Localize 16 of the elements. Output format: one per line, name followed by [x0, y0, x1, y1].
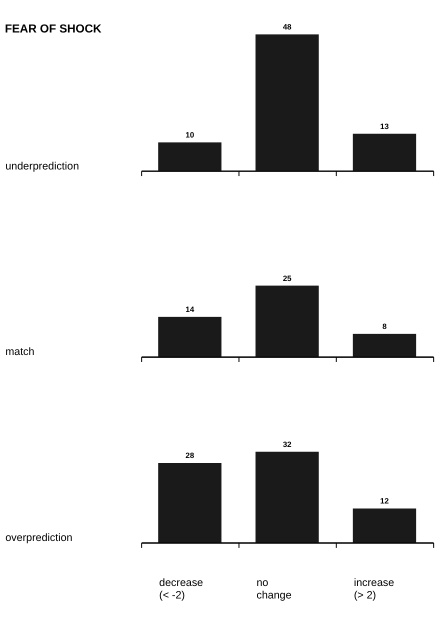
x-tick-label: no change	[256, 576, 292, 602]
data-label: 25	[282, 274, 292, 283]
y-axis-title: overprediction	[5, 532, 73, 544]
x-tick-label: decrease (< -2)	[159, 576, 204, 602]
y-axis-title: match	[5, 346, 35, 358]
data-label: 32	[282, 440, 292, 449]
chart-title: FEAR OF SHOCK	[4, 22, 102, 36]
data-label: 13	[380, 122, 390, 131]
x-tick-label: increase (> 2)	[354, 576, 394, 602]
data-label: 28	[185, 451, 195, 460]
data-label: 12	[380, 496, 390, 506]
data-label: 48	[282, 22, 292, 32]
data-label: 14	[185, 305, 195, 314]
data-label: 10	[185, 130, 194, 140]
y-axis-title: underprediction	[5, 160, 80, 172]
data-label: 8	[382, 322, 388, 332]
